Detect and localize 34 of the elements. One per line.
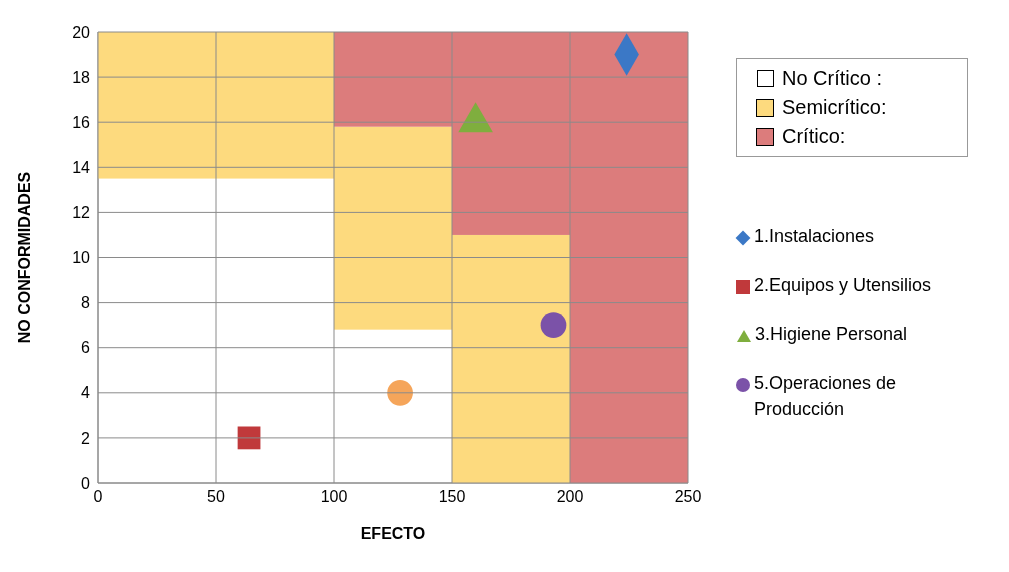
y-tick-label: 14: [72, 158, 91, 176]
text: No Crítico :: [782, 67, 883, 89]
x-tick-label: 200: [556, 488, 584, 506]
x-tick-label: 0: [93, 488, 103, 506]
y-tick-label: 20: [72, 23, 91, 41]
legend-label: 3.Higiene Personal: [755, 323, 908, 346]
x-axis-title: EFECTO: [360, 525, 426, 542]
y-tick-label: 2: [81, 429, 91, 447]
point: [387, 379, 413, 406]
legend-label: 5.Operaciones de Producción: [754, 372, 898, 421]
legend-label: 1.Instalaciones: [754, 225, 875, 248]
legend-label: Semicrítico:: [782, 96, 887, 119]
y-axis-title: NO CONFORMIDADES: [15, 171, 33, 344]
x-tick-label: 100: [320, 488, 348, 506]
x-tick-label: 50: [207, 488, 225, 506]
y-tick-label: 16: [72, 113, 91, 131]
bar: [452, 32, 570, 235]
y-tick-label: 18: [72, 68, 91, 86]
bar: [98, 32, 216, 179]
y-tick-label: 8: [81, 294, 91, 312]
y-tick-label: 10: [72, 249, 91, 267]
x-tick-label: 150: [438, 488, 466, 506]
x-tick-label: 250: [674, 488, 702, 506]
y-tick-label: 12: [72, 204, 91, 222]
point: [540, 312, 567, 338]
bar: [334, 32, 452, 127]
bar: [334, 126, 452, 330]
bar: [216, 32, 334, 179]
bar: [452, 234, 570, 483]
y-tick-label: 4: [81, 384, 91, 402]
legend-label: Crítico:: [782, 125, 847, 148]
legend-label: 2.Equipos y Utensilios: [754, 274, 932, 297]
y-tick-label: 0: [81, 474, 91, 492]
y-tick-label: 6: [81, 339, 91, 357]
